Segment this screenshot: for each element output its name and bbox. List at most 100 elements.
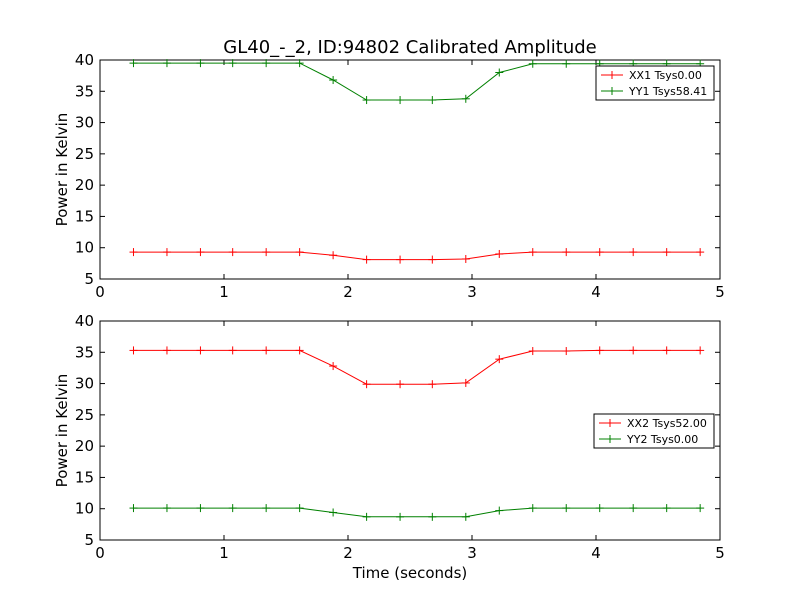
data-point <box>696 346 705 355</box>
data-point <box>461 254 470 263</box>
y-tick-label: 40 <box>75 312 94 330</box>
data-point <box>262 504 271 513</box>
data-point <box>228 346 237 355</box>
legend-label: XX2 Tsys52.00 <box>627 417 707 430</box>
data-point <box>562 248 571 257</box>
data-point <box>362 96 371 105</box>
legend-label: YY1 Tsys58.41 <box>628 85 707 98</box>
subplot-1: 0 1 2 3 4 5 5 10 15 20 25 30 35 40 Power in Kelvin XX1 … <box>53 51 725 301</box>
data-point <box>262 59 271 68</box>
data-point <box>696 248 705 257</box>
data-point <box>129 504 138 513</box>
data-point <box>461 512 470 521</box>
x-tick-label: 3 <box>467 283 477 301</box>
data-point <box>562 59 571 68</box>
data-point <box>495 68 504 77</box>
data-point <box>495 506 504 515</box>
x-tick-label: 2 <box>343 283 353 301</box>
data-point <box>662 248 671 257</box>
data-point <box>228 248 237 257</box>
x-tick-label: 1 <box>219 283 229 301</box>
data-point <box>129 59 138 68</box>
data-point <box>295 346 304 355</box>
data-point <box>362 512 371 521</box>
data-point <box>629 248 638 257</box>
data-point <box>396 512 405 521</box>
data-point <box>396 380 405 389</box>
data-point <box>396 96 405 105</box>
data-point <box>461 94 470 103</box>
data-point <box>461 378 470 387</box>
y-axis-label: Power in Kelvin <box>53 374 71 488</box>
data-point <box>629 504 638 513</box>
data-point <box>196 59 205 68</box>
data-point <box>495 355 504 364</box>
data-point <box>428 380 437 389</box>
x-tick-label: 5 <box>715 283 725 301</box>
data-point <box>396 255 405 264</box>
data-point <box>562 347 571 356</box>
y-tick-label: 40 <box>75 51 94 69</box>
legend-item: YY1 Tsys58.41 <box>601 85 707 98</box>
chart-title: GL40_-_2, ID:94802 Calibrated Amplitude <box>223 37 596 58</box>
y-tick-label: 15 <box>75 468 94 486</box>
y-axis-label: Power in Kelvin <box>53 113 71 227</box>
data-point <box>528 248 537 257</box>
y-tick-label: 5 <box>84 531 94 549</box>
data-point <box>196 248 205 257</box>
data-point <box>262 248 271 257</box>
plot-frame <box>99 59 721 280</box>
x-tick-label: 0 <box>95 544 105 562</box>
data-point <box>329 251 338 260</box>
data-point <box>295 59 304 68</box>
data-point <box>329 362 338 371</box>
data-point <box>595 346 604 355</box>
y-tick-label: 35 <box>75 82 94 100</box>
legend-item: XX2 Tsys52.00 <box>599 417 707 430</box>
legend: XX2 Tsys52.00 YY2 Tsys0.00 <box>593 413 715 449</box>
y-tick-label: 30 <box>75 114 94 132</box>
data-point <box>662 346 671 355</box>
data-point <box>329 76 338 85</box>
data-point <box>228 504 237 513</box>
y-tick-label: 20 <box>75 437 94 455</box>
data-point <box>495 249 504 258</box>
data-point <box>162 59 171 68</box>
series-line-1 <box>133 349 701 385</box>
data-point <box>162 248 171 257</box>
y-tick-label: 5 <box>84 270 94 288</box>
x-tick-label: 0 <box>95 283 105 301</box>
data-point <box>595 504 604 513</box>
y-tick-label: 30 <box>75 375 94 393</box>
data-point <box>528 347 537 356</box>
y-tick-label: 25 <box>75 406 94 424</box>
x-tick-label: 4 <box>591 544 601 562</box>
data-point <box>428 512 437 521</box>
y-tick-label: 35 <box>75 343 94 361</box>
data-point <box>129 248 138 257</box>
y-tick-label: 10 <box>75 239 94 257</box>
plot-frame <box>99 320 721 541</box>
legend-box <box>595 65 715 101</box>
data-point <box>629 346 638 355</box>
data-point <box>295 504 304 513</box>
data-point <box>129 346 138 355</box>
y-tick-label: 15 <box>75 207 94 225</box>
subplot-2: 0 1 2 3 4 5 5 10 15 20 25 30 35 40 Power in Kelvin XX2 … <box>53 312 725 562</box>
data-point <box>662 504 671 513</box>
x-tick-label: 1 <box>219 544 229 562</box>
series-line-2 <box>133 507 701 518</box>
x-tick-label: 5 <box>715 544 725 562</box>
data-point <box>329 508 338 517</box>
data-point <box>362 255 371 264</box>
data-point <box>428 255 437 264</box>
legend-label: YY2 Tsys0.00 <box>626 433 698 446</box>
data-point <box>162 504 171 513</box>
data-point <box>528 504 537 513</box>
data-point <box>196 504 205 513</box>
data-point <box>228 59 237 68</box>
y-tick-label: 20 <box>75 176 94 194</box>
y-tick-label: 10 <box>75 500 94 518</box>
legend-item: XX1 Tsys0.00 <box>601 69 702 82</box>
legend-label: XX1 Tsys0.00 <box>629 69 702 82</box>
